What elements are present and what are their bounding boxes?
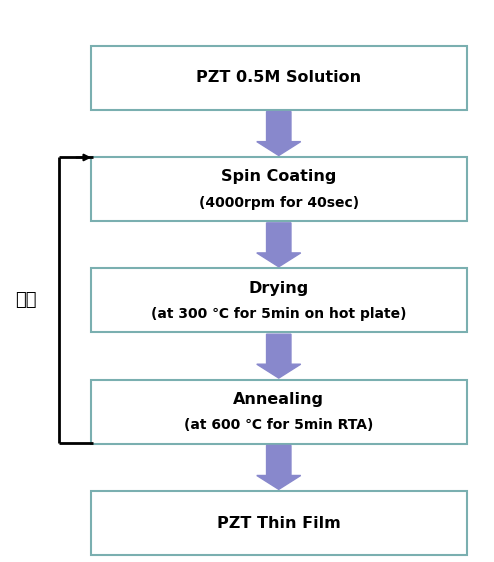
FancyBboxPatch shape <box>91 491 467 555</box>
Text: 반복: 반복 <box>15 292 37 310</box>
FancyBboxPatch shape <box>91 269 467 333</box>
FancyArrow shape <box>257 446 301 490</box>
FancyBboxPatch shape <box>91 157 467 221</box>
FancyArrow shape <box>257 334 301 378</box>
Text: (at 600 ℃ for 5min RTA): (at 600 ℃ for 5min RTA) <box>184 418 373 432</box>
Text: PZT Thin Film: PZT Thin Film <box>217 515 341 531</box>
Text: (4000rpm for 40sec): (4000rpm for 40sec) <box>199 196 359 210</box>
Text: Annealing: Annealing <box>233 392 324 407</box>
FancyArrow shape <box>257 223 301 267</box>
Text: Spin Coating: Spin Coating <box>221 170 336 184</box>
FancyBboxPatch shape <box>91 380 467 444</box>
FancyBboxPatch shape <box>91 46 467 110</box>
FancyArrow shape <box>257 112 301 156</box>
Text: Drying: Drying <box>248 281 309 296</box>
Text: PZT 0.5M Solution: PZT 0.5M Solution <box>196 70 361 85</box>
Text: (at 300 ℃ for 5min on hot plate): (at 300 ℃ for 5min on hot plate) <box>151 307 407 321</box>
